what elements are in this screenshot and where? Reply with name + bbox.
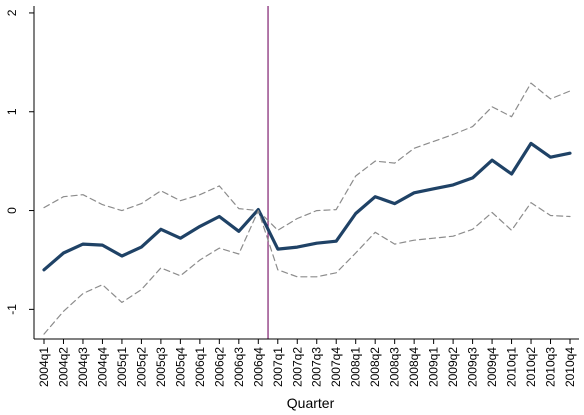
- x-tick-label: 2009q4: [485, 347, 499, 387]
- x-tick-label: 2006q4: [251, 347, 265, 387]
- x-tick-label: 2004q4: [95, 347, 109, 387]
- series-line-upper: [43, 82, 571, 231]
- x-tick-label: 2006q2: [212, 347, 226, 387]
- x-tick-label: 2009q3: [466, 347, 480, 387]
- series-line-estimate: [42, 141, 572, 272]
- x-tick-label: 2010q2: [524, 347, 538, 387]
- x-tick-label: 2006q1: [193, 347, 207, 387]
- x-tick-label: 2008q2: [368, 347, 382, 387]
- x-tick-label: 2009q1: [427, 347, 441, 387]
- x-tick-label: 2007q2: [290, 347, 304, 387]
- x-tick-label: 2008q4: [407, 347, 421, 387]
- x-tick-label: 2007q1: [271, 347, 285, 387]
- x-tick-label: 2004q2: [56, 347, 70, 387]
- series-layer: [42, 82, 572, 335]
- y-tick-label: 1: [5, 108, 19, 115]
- series-line-lower: [43, 202, 571, 335]
- x-tick-label: 2010q1: [505, 347, 519, 387]
- x-tick-label: 2010q3: [544, 347, 558, 387]
- x-tick-label: 2006q3: [232, 347, 246, 387]
- x-tick-label: 2005q4: [173, 347, 187, 387]
- x-tick-label: 2007q4: [329, 347, 343, 387]
- y-tick-label: 0: [5, 207, 19, 214]
- x-axis-title: Quarter: [287, 395, 335, 411]
- y-ticks-layer: -1 0 1 2: [5, 9, 34, 315]
- x-tick-label: 2004q3: [76, 347, 90, 387]
- x-tick-label: 2010q4: [563, 347, 577, 387]
- x-ticks-layer: 2004q1 2004q2 2004q3 2004q4 2005q1 2005q2 2005…: [37, 339, 577, 387]
- y-tick-label: 2: [5, 9, 19, 16]
- y-tick-label: -1: [5, 304, 19, 315]
- x-tick-label: 2009q2: [446, 347, 460, 387]
- x-tick-label: 2005q3: [154, 347, 168, 387]
- x-tick-label: 2005q2: [134, 347, 148, 387]
- axes-layer: [33, 6, 579, 340]
- x-tick-label: 2008q3: [388, 347, 402, 387]
- x-tick-label: 2004q1: [37, 347, 51, 387]
- x-tick-label: 2008q1: [349, 347, 363, 387]
- x-tick-label: 2007q3: [310, 347, 324, 387]
- x-tick-label: 2005q1: [115, 347, 129, 387]
